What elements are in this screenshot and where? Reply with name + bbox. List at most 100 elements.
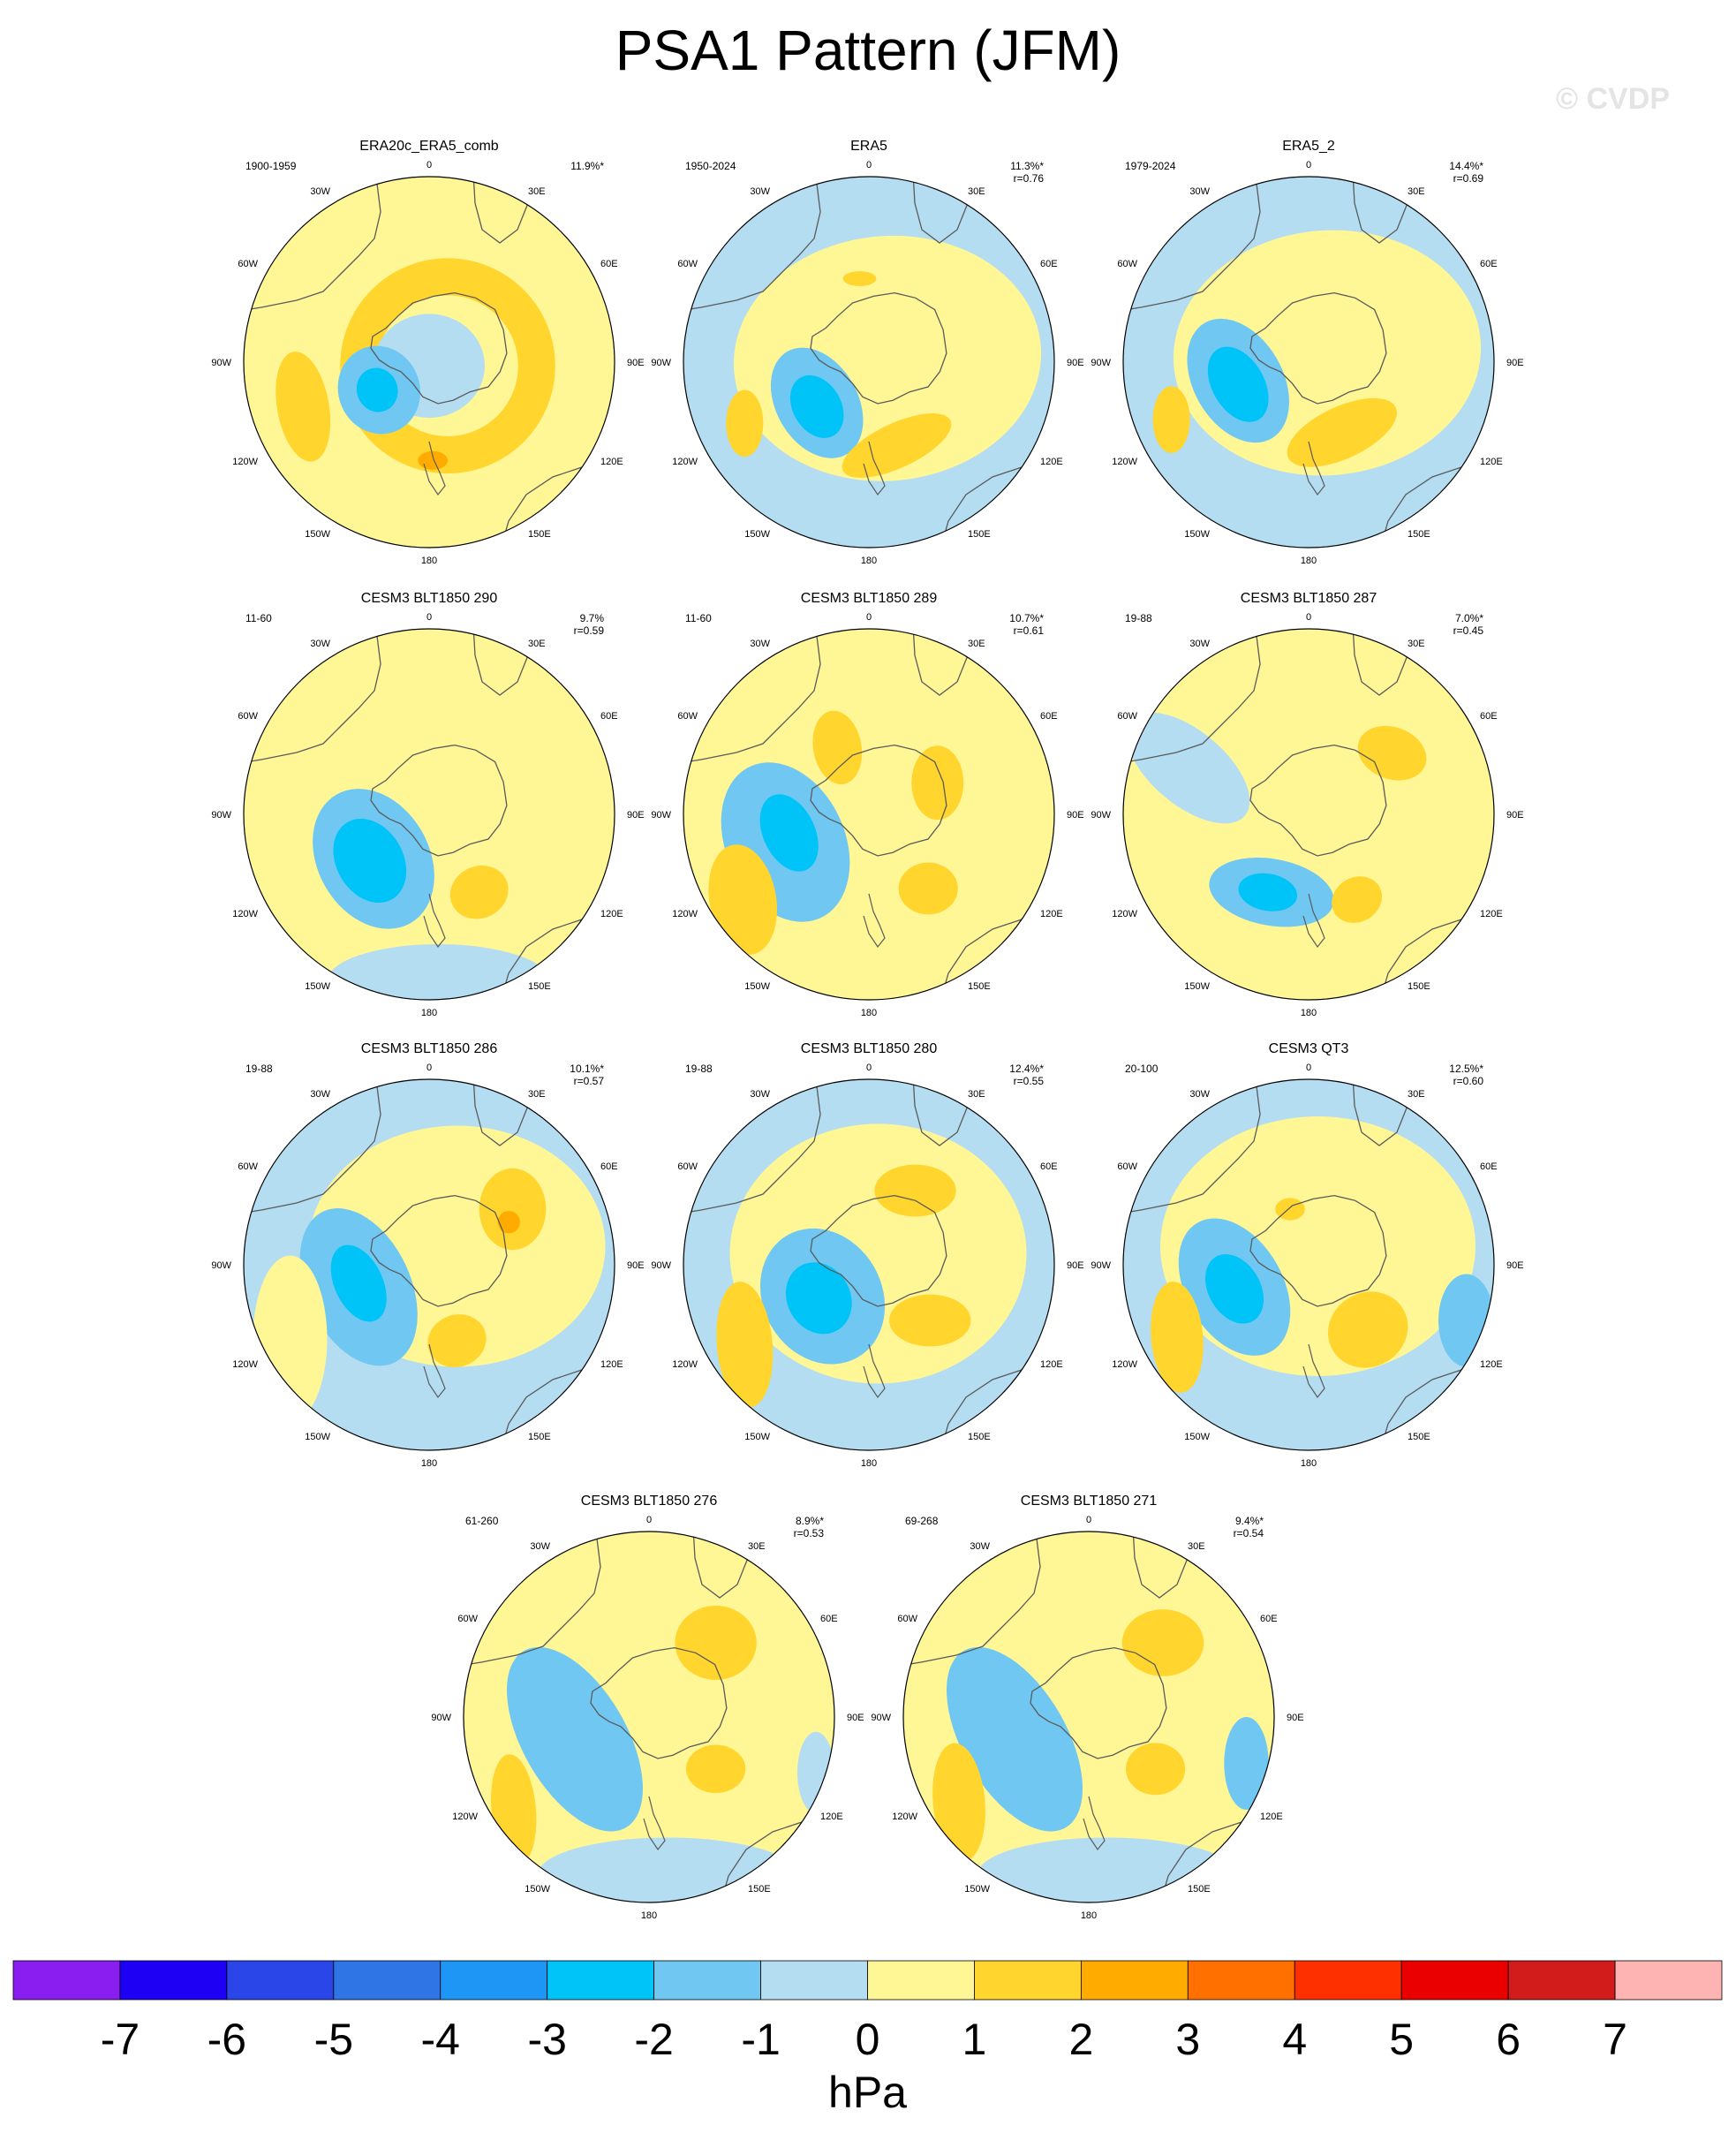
panel-variance: 9.7% — [580, 612, 605, 624]
panel-correlation: r=0.45 — [1453, 624, 1484, 637]
colorbar-swatch — [1080, 1960, 1189, 2001]
anomaly-contour — [708, 844, 777, 955]
longitude-label: 120E — [1040, 457, 1063, 467]
longitude-label: 0 — [426, 1063, 432, 1073]
longitude-label: 120W — [232, 457, 258, 467]
longitude-label: 120W — [452, 1812, 478, 1822]
colorbar-swatch — [1294, 1960, 1402, 2001]
panel-title: CESM3 BLT1850 271 — [1021, 1494, 1158, 1509]
panel-years: 19-88 — [1125, 612, 1152, 624]
colorbar-tick-label: -2 — [634, 2015, 673, 2064]
panel-correlation: r=0.57 — [574, 1075, 605, 1087]
africa-coastline — [1352, 1079, 1415, 1146]
longitude-label: 90E — [1287, 1713, 1304, 1723]
panel-variance: 10.7%* — [1009, 612, 1044, 624]
longitude-label: 30W — [750, 639, 770, 649]
south-america-coastline — [1123, 629, 1261, 764]
anomaly-contour — [427, 1314, 487, 1368]
anomaly-contour — [675, 1606, 757, 1680]
longitude-label: 0 — [866, 1063, 872, 1073]
contour-field — [1123, 1079, 1494, 1450]
longitude-label: 120W — [1112, 909, 1137, 919]
africa-coastline — [912, 177, 976, 244]
colorbar-tick-label: 6 — [1496, 2015, 1521, 2064]
colorbar-tick-label: -7 — [101, 2015, 140, 2064]
panel-variance: 14.4%* — [1449, 160, 1483, 172]
panel-variance: 12.5%* — [1449, 1063, 1483, 1075]
longitude-label: 120W — [672, 909, 698, 919]
contour-field — [464, 1532, 834, 1902]
longitude-label: 60E — [600, 259, 618, 269]
field-background — [1123, 629, 1494, 1000]
longitude-label: 120W — [672, 457, 698, 467]
panel-years: 1900-1959 — [245, 160, 297, 172]
longitude-label: 90W — [651, 1260, 671, 1271]
longitude-label: 90W — [651, 358, 671, 368]
colorbar-swatch — [440, 1960, 548, 2001]
map-border — [683, 628, 1055, 1001]
colorbar-swatch — [1614, 1960, 1723, 2001]
colorbar-swatch — [1400, 1960, 1509, 2001]
longitude-label: 90W — [871, 1713, 891, 1723]
antarctica-coastline — [1249, 744, 1387, 857]
max-anomaly — [418, 450, 449, 470]
longitude-label: 30W — [310, 186, 330, 197]
longitude-label: 120E — [1040, 909, 1063, 919]
africa-coastline — [692, 1532, 756, 1599]
new-zealand-coastline — [1302, 893, 1325, 949]
longitude-label: 60W — [897, 1614, 917, 1624]
map-border — [243, 176, 615, 548]
map-border — [1122, 628, 1495, 1001]
longitude-label: 60E — [1040, 711, 1058, 722]
panel-title: CESM3 BLT1850 276 — [581, 1494, 718, 1509]
map-panel: 0 30E 60E 90E 120E 150E 180 150W 120W 90W 60W 30W ER… — [1091, 139, 1523, 566]
longitude-label: 120W — [232, 909, 258, 919]
anomaly-contour — [759, 794, 819, 872]
longitude-label: 90E — [627, 810, 645, 821]
longitude-label: 120W — [672, 1359, 698, 1370]
longitude-label: 60E — [600, 1161, 618, 1172]
longitude-label: 60W — [238, 1161, 258, 1172]
anomaly-contour — [333, 818, 407, 904]
colorbar-tick-label: -5 — [314, 2015, 353, 2064]
longitude-label: 0 — [866, 160, 872, 170]
new-zealand-coastline — [1083, 1796, 1106, 1851]
map-panel: 0 30E 60E 90E 120E 150E 180 150W 120W 90W 60W 30W ER… — [211, 139, 644, 566]
longitude-label: 180 — [861, 1008, 877, 1018]
panel-variance: 10.1%* — [570, 1063, 604, 1075]
longitude-label: 150W — [1184, 1432, 1210, 1442]
longitude-label: 60W — [238, 259, 258, 269]
field-background — [244, 629, 615, 1000]
panel-title: CESM3 QT3 — [1269, 1041, 1349, 1056]
antarctica-coastline — [370, 744, 508, 857]
africa-coastline — [472, 1079, 536, 1146]
longitude-label: 60E — [600, 711, 618, 722]
map-border — [463, 1531, 835, 1903]
longitude-label: 150E — [1408, 529, 1430, 540]
colorbar-swatch — [547, 1960, 655, 2001]
colorbar-tick-label: 1 — [962, 2015, 987, 2064]
colorbar-swatch — [974, 1960, 1082, 2001]
colorbar-swatch — [760, 1960, 868, 2001]
longitude-label: 120E — [1480, 909, 1503, 919]
colorbar-tick-label: 7 — [1603, 2015, 1627, 2064]
anomaly-contour — [538, 1837, 797, 1902]
longitude-label: 90E — [847, 1713, 864, 1723]
longitude-label: 90E — [627, 1260, 645, 1271]
panel-correlation: r=0.55 — [1014, 1075, 1045, 1087]
antarctica-coastline — [590, 1646, 728, 1759]
panel-title: ERA5 — [850, 139, 887, 154]
antarctica-coastline — [810, 291, 947, 405]
longitude-label: 30W — [750, 186, 770, 197]
longitude-label: 120E — [1260, 1812, 1283, 1822]
longitude-label: 150E — [1188, 1884, 1211, 1895]
panel-variance: 11.9%* — [570, 160, 604, 172]
anomaly-contour — [1357, 725, 1427, 781]
colorbar-swatch — [119, 1960, 228, 2001]
longitude-label: 120W — [232, 1359, 258, 1370]
longitude-label: 150W — [525, 1884, 550, 1895]
new-zealand-coastline — [863, 893, 886, 949]
colorbar-swatch — [226, 1960, 335, 2001]
south-america-coastline — [683, 1079, 821, 1214]
longitude-label: 60W — [1117, 1161, 1137, 1172]
